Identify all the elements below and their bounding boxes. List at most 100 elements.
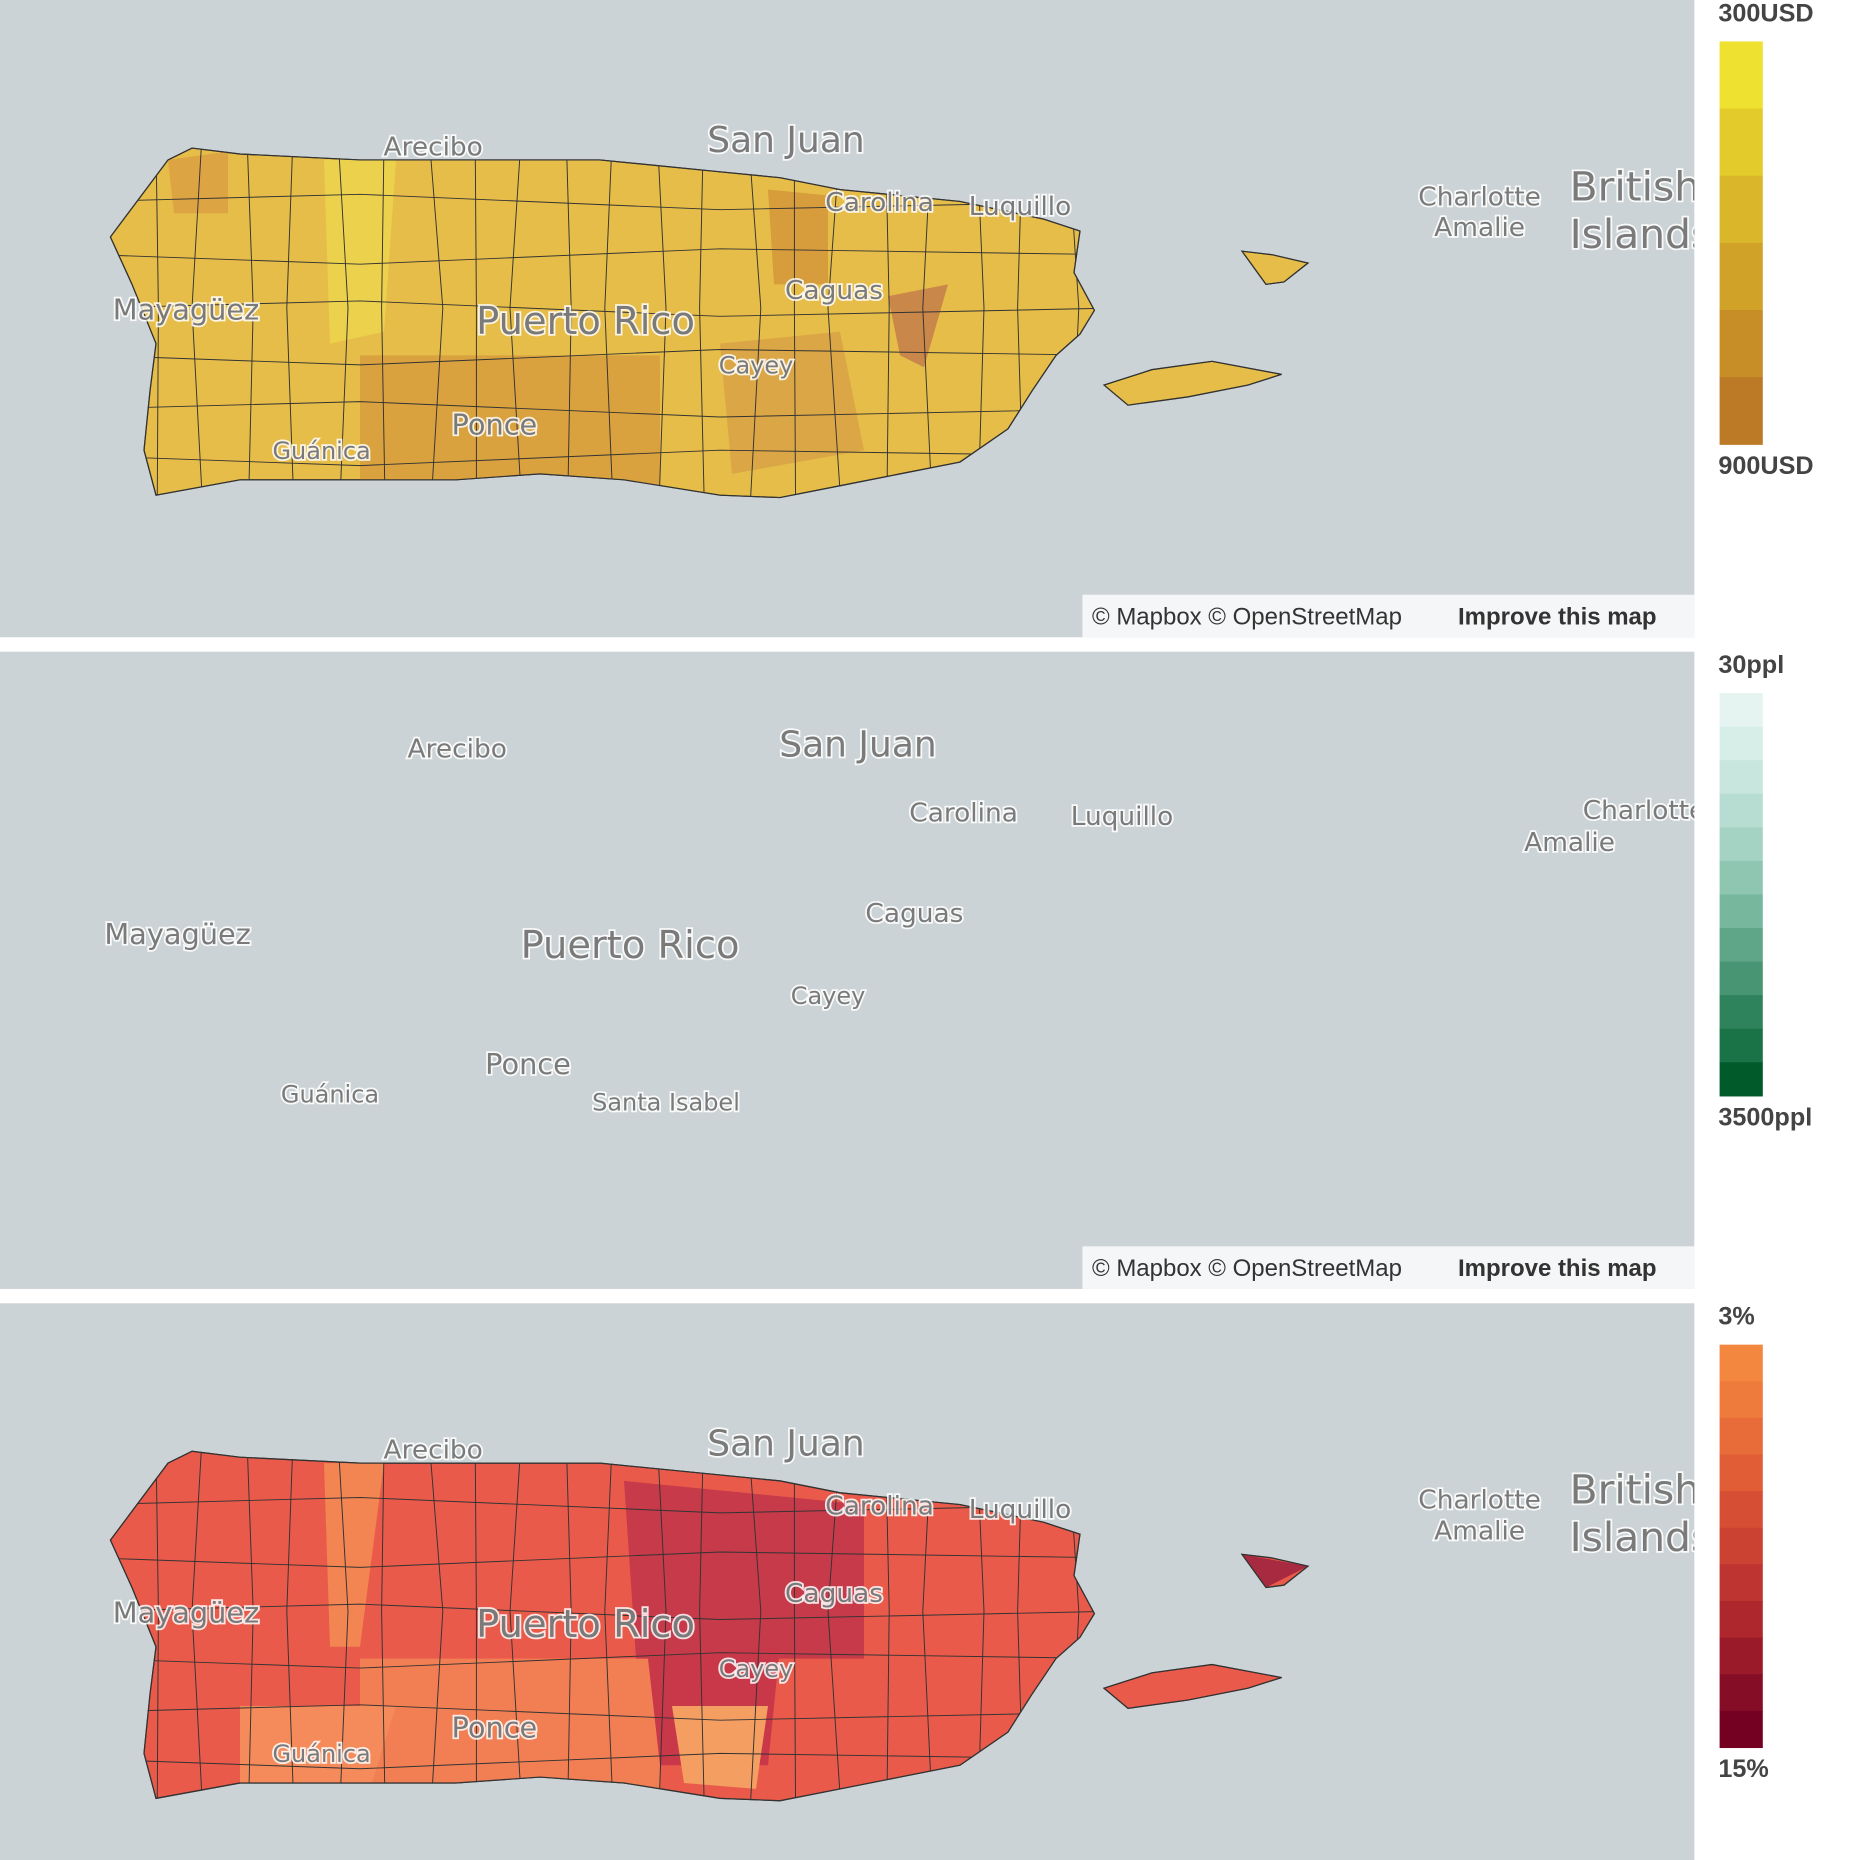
map-label: Arecibo <box>384 133 483 163</box>
municipality <box>888 284 948 368</box>
colorbar-step <box>1719 1381 1763 1419</box>
municipality-border <box>110 1652 1117 1669</box>
municipality-border <box>110 193 1117 211</box>
map-label: Islands <box>1570 1513 1713 1561</box>
colorbar-step <box>1719 242 1763 311</box>
municipality-border <box>110 1603 1117 1620</box>
colorbar-step <box>1719 1028 1763 1063</box>
municipality-border <box>604 148 614 498</box>
municipality-border <box>793 148 797 498</box>
colorbar-step <box>1719 1600 1763 1639</box>
map-label: Charlotte <box>1418 182 1541 212</box>
map-label: Caguas <box>785 1579 883 1609</box>
map-label: Charlotte <box>1418 1486 1541 1516</box>
attribution-box <box>1082 1246 1695 1289</box>
map-label: Amalie <box>1434 1516 1525 1546</box>
municipality <box>324 1463 384 1647</box>
map: Arecibo San Juan Carolina Luquillo Mayagüez P… <box>0 651 1695 1289</box>
colorbar-step <box>1719 827 1763 862</box>
map-label: Cayey <box>719 1655 794 1683</box>
map-label: Luquillo <box>969 192 1072 222</box>
municipality-border <box>748 1451 762 1801</box>
map-label: Ponce <box>485 1047 571 1081</box>
map-label: Guánica <box>281 1080 379 1108</box>
improve-link[interactable]: Improve this map <box>1458 603 1657 630</box>
municipality-border <box>110 1497 1117 1514</box>
municipality <box>624 1480 864 1659</box>
municipality-border <box>110 1551 1117 1568</box>
colorbar-step <box>1719 726 1763 761</box>
municipality-border <box>110 1704 1117 1721</box>
municipality-border <box>565 148 572 498</box>
map-label: Puerto Rico <box>476 299 695 343</box>
colorbar-step <box>1719 310 1763 378</box>
map-label: Islands <box>1570 210 1713 258</box>
map-label: Santa Isabel <box>592 1089 740 1117</box>
municipality-border <box>657 1451 667 1801</box>
colorbar-step <box>1719 1454 1763 1492</box>
map-label: Arecibo <box>408 735 507 765</box>
municipality <box>720 331 864 474</box>
map-label: Cayey <box>791 982 866 1010</box>
municipality-border <box>155 1451 159 1801</box>
map-label: Guánica <box>272 437 370 465</box>
legend-top-label: 3% <box>1718 1303 1754 1331</box>
municipality-border <box>699 148 705 498</box>
municipality-border <box>381 1451 386 1801</box>
municipality-border <box>110 449 1117 467</box>
map-label: Puerto Rico <box>521 923 740 967</box>
legend-top-label: 300USD <box>1718 0 1813 27</box>
municipality-border <box>110 1752 1117 1770</box>
map-label: Mayagüez <box>104 917 251 951</box>
map-label: Caguas <box>785 276 883 306</box>
island-group <box>109 1450 1309 1802</box>
legend-bottom-label: 3500ppl <box>1718 1104 1812 1132</box>
municipality-border <box>110 300 1117 317</box>
map-panel: Arecibo San Juan Carolina Luquillo Mayagüez P… <box>0 651 1812 1289</box>
legend-top-label: 30ppl <box>1718 651 1784 679</box>
municipalities <box>110 148 1117 498</box>
map-label: Arecibo <box>384 1436 483 1466</box>
municipality-border <box>699 1451 705 1801</box>
municipality <box>240 1705 396 1783</box>
municipality-border <box>191 1451 204 1801</box>
municipality-border <box>191 148 204 498</box>
municipality-border <box>110 349 1117 366</box>
municipality-border <box>827 148 842 498</box>
colorbar-step <box>1719 793 1763 828</box>
map-label: Luquillo <box>969 1495 1072 1525</box>
attribution: © Mapbox © OpenStreetMap <box>1092 603 1402 630</box>
municipality-border <box>827 1451 842 1801</box>
colorbar-step <box>1719 1062 1763 1097</box>
municipality-border <box>474 148 477 498</box>
map-label: Puerto Rico <box>476 1602 695 1646</box>
municipality-border <box>286 1451 295 1801</box>
legend-bottom-label: 900USD <box>1718 452 1813 480</box>
map: Arecibo San Juan Carolina Luquillo Mayagüez P… <box>0 0 1713 638</box>
map-label: Carolina <box>909 798 1018 828</box>
legend-bottom-label: 15% <box>1718 1755 1768 1783</box>
colorbar-step <box>1719 1491 1763 1529</box>
map-label: British <box>1570 163 1701 211</box>
municipality-border <box>110 248 1117 265</box>
map-label: British <box>1570 1466 1701 1514</box>
colorbar-step <box>1719 1344 1763 1382</box>
colorbar-step <box>1719 108 1763 177</box>
map-label: Mayagüez <box>113 293 260 327</box>
municipalities <box>110 1451 1308 1801</box>
map-label: Caguas <box>865 899 963 929</box>
municipality-border <box>885 148 890 498</box>
improve-link[interactable]: Improve this map <box>1458 1255 1657 1282</box>
colorbar-step <box>1719 928 1763 963</box>
municipality-border <box>110 401 1117 418</box>
map-label: Cayey <box>719 352 794 380</box>
attribution-box <box>1082 594 1695 638</box>
map-label: Carolina <box>825 188 934 218</box>
municipality-border <box>748 148 762 498</box>
municipality <box>768 189 828 285</box>
colorbar-step <box>1719 693 1763 728</box>
municipality-border <box>509 1451 523 1801</box>
map-label: San Juan <box>779 725 936 766</box>
colorbar-step <box>1719 377 1763 445</box>
